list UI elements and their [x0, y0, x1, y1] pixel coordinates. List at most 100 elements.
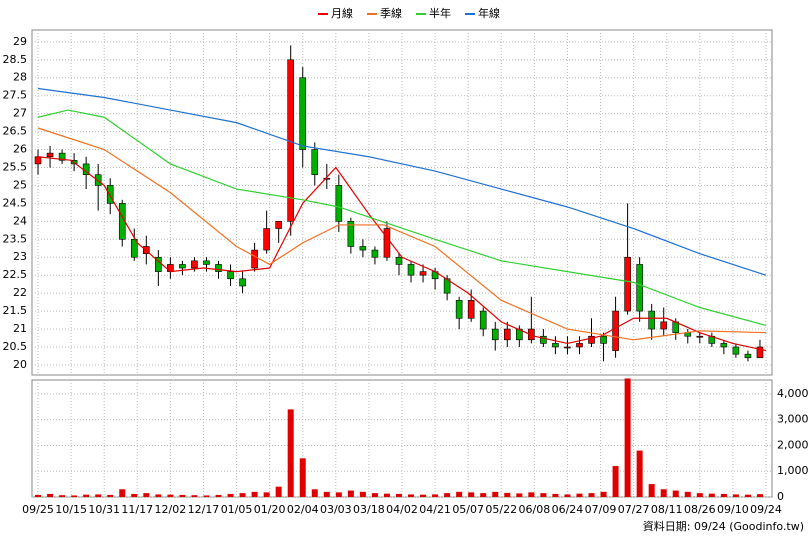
volume-bar: [383, 493, 390, 497]
candle-body: [600, 335, 607, 344]
ma-line: [37, 109, 767, 327]
candle-body: [552, 343, 559, 348]
volume-bar: [648, 484, 655, 497]
x-tick-label: 11/17: [121, 503, 153, 516]
volume-bar: [516, 493, 523, 497]
volume-bar: [239, 493, 246, 497]
y-tick-label: 25.5: [3, 160, 28, 173]
volume-bar: [59, 495, 66, 497]
volume-bar: [732, 494, 739, 497]
volume-bar: [720, 493, 727, 497]
x-tick-label: 12/17: [188, 503, 220, 516]
volume-bar: [600, 491, 607, 497]
candle-body: [660, 321, 668, 330]
x-tick-label: 04/02: [386, 503, 418, 516]
x-tick-label: 12/02: [155, 503, 187, 516]
candle-body: [58, 152, 66, 161]
candle-body: [34, 156, 42, 165]
volume-bar: [636, 450, 643, 497]
volume-bar: [395, 493, 402, 497]
volume-bar: [696, 493, 703, 497]
legend-label: 年線: [478, 6, 500, 20]
x-tick-label: 04/21: [419, 503, 451, 516]
volume-bar: [540, 493, 547, 497]
x-tick-label: 10/31: [88, 503, 120, 516]
x-tick-label: 09/10: [717, 503, 749, 516]
candle-body: [395, 256, 403, 265]
candle-body: [191, 260, 198, 269]
candle-body: [720, 343, 728, 348]
volume-bar: [215, 494, 222, 497]
volume-bar: [468, 492, 475, 497]
candle-body: [179, 264, 186, 269]
candle-body: [612, 310, 619, 351]
volume-bar: [504, 492, 511, 497]
y-tick-label: 20.5: [3, 340, 28, 353]
volume-bar: [83, 494, 90, 497]
volume-bar: [35, 494, 42, 497]
x-tick-label: 05/22: [485, 503, 517, 516]
volume-bar: [564, 494, 571, 497]
y-tick-label: 27: [13, 107, 27, 120]
volume-bar: [95, 494, 102, 497]
volume-bar: [756, 494, 763, 497]
x-tick-label: 10/15: [55, 503, 87, 516]
volume-bar: [347, 490, 354, 497]
volume-bar: [143, 493, 150, 497]
x-tick-label: 09/24: [750, 503, 782, 516]
y-tick-label: 23: [13, 250, 27, 263]
candle-body: [636, 264, 643, 312]
candle-body: [263, 228, 270, 251]
volume-bar: [119, 489, 126, 497]
volume-bar: [359, 491, 366, 497]
candle-body: [624, 256, 631, 312]
y-tick-label: 26: [13, 143, 27, 156]
y2-tick-label: 2,000: [777, 438, 808, 451]
y-tick-label: 23.5: [3, 232, 28, 245]
y-tick-label: 25: [13, 178, 27, 191]
x-tick-label: 05/07: [452, 503, 484, 516]
volume-bar: [47, 493, 54, 497]
volume-bar: [576, 493, 583, 497]
candle-body: [455, 300, 463, 319]
volume-bar: [420, 494, 427, 497]
volume-bar: [371, 493, 378, 497]
volume-bar: [299, 458, 306, 497]
volume-bar: [251, 491, 258, 497]
candle-body: [540, 335, 547, 344]
ma-line: [37, 156, 767, 352]
volume-bar: [107, 494, 114, 497]
y-tick-label: 28: [13, 71, 27, 84]
x-tick-label: 07/09: [585, 503, 617, 516]
candle-body: [407, 264, 415, 276]
candle-body: [479, 310, 487, 330]
x-tick-label: 03/18: [353, 503, 385, 516]
volume-bar: [552, 493, 559, 497]
volume-bar: [263, 492, 270, 497]
candle-body: [335, 185, 343, 222]
candle-body: [347, 221, 355, 247]
x-tick-label: 08/26: [684, 503, 716, 516]
x-tick-label: 01/05: [221, 503, 253, 516]
volume-bar: [323, 491, 330, 497]
x-tick-label: 06/24: [552, 503, 584, 516]
volume-bar: [335, 492, 342, 497]
volume-bar: [624, 378, 631, 497]
volume-panel: [31, 379, 773, 498]
volume-bar: [131, 493, 138, 497]
volume-bar: [708, 493, 715, 497]
volume-bar: [408, 494, 415, 497]
candle-body: [215, 264, 222, 272]
y-tick-label: 26.5: [3, 125, 28, 138]
y-tick-label: 28.5: [3, 53, 28, 66]
candle-body: [467, 300, 475, 319]
ma-line: [37, 127, 767, 341]
candle-body: [311, 149, 319, 175]
candle-body: [203, 260, 210, 265]
volume-bar: [588, 493, 595, 497]
y2-tick-label: 0: [777, 490, 784, 503]
volume-bar: [528, 492, 535, 497]
y2-tick-label: 3,000: [777, 413, 808, 426]
candle-body: [732, 346, 740, 355]
candle-body: [106, 185, 114, 204]
